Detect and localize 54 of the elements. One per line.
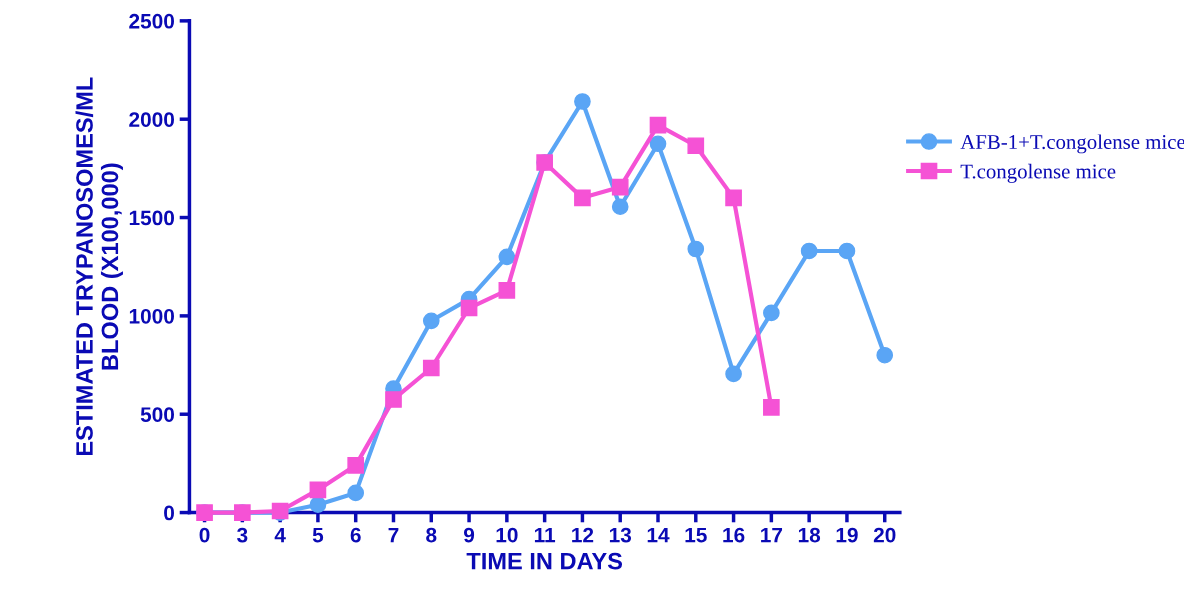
x-tick-label: 3 (237, 527, 248, 543)
x-tick-label: 12 (572, 527, 594, 543)
point (763, 399, 780, 416)
x-tick-label: 19 (836, 527, 858, 543)
point (422, 312, 440, 330)
x-tick-label: 20 (873, 527, 896, 543)
x-tick-label: 15 (685, 527, 707, 543)
point (385, 391, 402, 408)
y-tick-label: 2000 (129, 112, 175, 127)
x-tick-label: 14 (647, 527, 670, 543)
point (687, 240, 705, 258)
y-tick-label: 2500 (129, 13, 175, 29)
point (460, 299, 478, 317)
x-tick-label: 11 (534, 527, 556, 543)
point (347, 457, 365, 474)
y-tick-label: 0 (164, 505, 174, 521)
x-tick-label: 0 (199, 527, 210, 543)
point (309, 481, 327, 499)
y-tick-label: 1000 (129, 308, 175, 324)
x-tick-label: 17 (761, 527, 783, 543)
x-tick-label: 8 (426, 527, 437, 543)
x-tick-label: 13 (609, 527, 632, 543)
legend-label: T.congolense mice (960, 163, 1116, 183)
point (422, 359, 440, 377)
point (309, 496, 327, 514)
x-tick-label: 10 (496, 527, 518, 543)
x-axis-title: TIME IN DAYS (466, 552, 623, 570)
point (498, 281, 516, 299)
x-tick-label: 4 (274, 527, 286, 543)
point (838, 242, 856, 260)
point (725, 365, 742, 383)
x-tick-label: 18 (798, 527, 821, 543)
point (800, 242, 818, 260)
point (649, 135, 667, 153)
point (763, 304, 780, 322)
point (611, 198, 629, 216)
point (498, 248, 516, 266)
point (574, 93, 591, 110)
point (687, 137, 705, 155)
x-tick-label: 6 (350, 527, 361, 543)
y-axis-title: ESTIMATED TRYPANOSOMES/ML BLOOD (X100,000) (75, 77, 123, 456)
point (725, 189, 742, 207)
x-tick-label: 7 (388, 527, 399, 543)
y-tick-label: 500 (140, 407, 175, 422)
point (876, 346, 894, 364)
point (649, 116, 667, 134)
point (574, 189, 591, 207)
point (611, 178, 629, 196)
x-tick-label: 9 (464, 527, 475, 543)
point (347, 484, 365, 502)
y-tick-label: 1500 (129, 210, 175, 226)
legend-label: AFB-1+T.congolense mice (960, 134, 1184, 154)
x-tick-label: 5 (312, 527, 324, 543)
x-tick-label: 16 (723, 527, 745, 543)
